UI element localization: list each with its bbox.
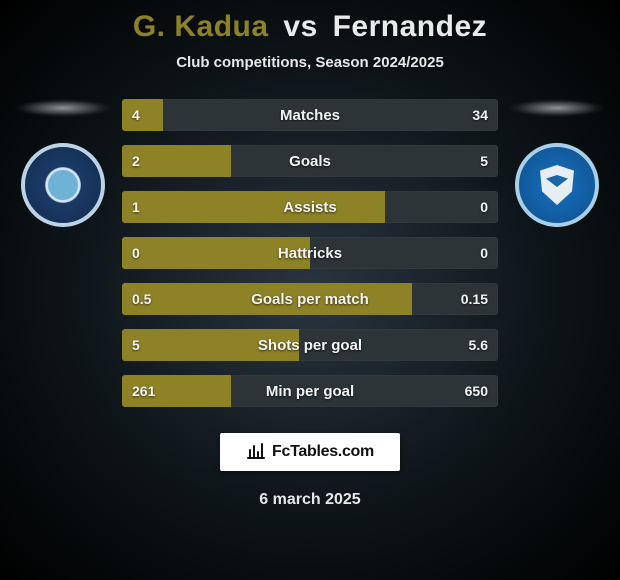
brand-text: FcTables.com xyxy=(272,443,374,461)
subtitle: Club competitions, Season 2024/2025 xyxy=(0,54,620,71)
stat-row: 2Goals5 xyxy=(122,145,498,177)
page-title: G. Kadua vs Fernandez xyxy=(0,0,620,44)
stat-row: 5Shots per goal5.6 xyxy=(122,329,498,361)
right-side xyxy=(502,99,612,421)
stat-value-right: 0 xyxy=(470,191,498,223)
stat-value-right: 0 xyxy=(470,237,498,269)
stat-label: Shots per goal xyxy=(122,329,498,361)
player1-name: G. Kadua xyxy=(133,10,269,43)
club-crest-right xyxy=(515,143,599,227)
stat-row: 261Min per goal650 xyxy=(122,375,498,407)
stat-value-right: 34 xyxy=(462,99,498,131)
stat-label: Goals xyxy=(122,145,498,177)
stat-row: 0.5Goals per match0.15 xyxy=(122,283,498,315)
left-side xyxy=(8,99,118,421)
shield-icon xyxy=(540,165,574,205)
stat-value-right: 5.6 xyxy=(459,329,498,361)
stat-label: Hattricks xyxy=(122,237,498,269)
stat-row: 1Assists0 xyxy=(122,191,498,223)
title-vs: vs xyxy=(283,10,317,43)
stat-row: 0Hattricks0 xyxy=(122,237,498,269)
stat-value-right: 5 xyxy=(470,145,498,177)
stat-label: Goals per match xyxy=(122,283,498,315)
chart-icon xyxy=(246,440,266,465)
brand-badge[interactable]: FcTables.com xyxy=(220,433,400,471)
player2-shadow xyxy=(509,99,605,117)
player2-name: Fernandez xyxy=(333,10,488,43)
comparison-card: G. Kadua vs Fernandez Club competitions,… xyxy=(0,0,620,580)
player1-shadow xyxy=(15,99,111,117)
stat-label: Matches xyxy=(122,99,498,131)
stat-label: Min per goal xyxy=(122,375,498,407)
stat-value-right: 650 xyxy=(455,375,498,407)
stats-bars: 4Matches342Goals51Assists00Hattricks00.5… xyxy=(118,99,502,421)
content-area: 4Matches342Goals51Assists00Hattricks00.5… xyxy=(0,99,620,421)
club-crest-left xyxy=(21,143,105,227)
stat-row: 4Matches34 xyxy=(122,99,498,131)
stat-label: Assists xyxy=(122,191,498,223)
date-label: 6 march 2025 xyxy=(0,491,620,509)
stat-value-right: 0.15 xyxy=(451,283,498,315)
